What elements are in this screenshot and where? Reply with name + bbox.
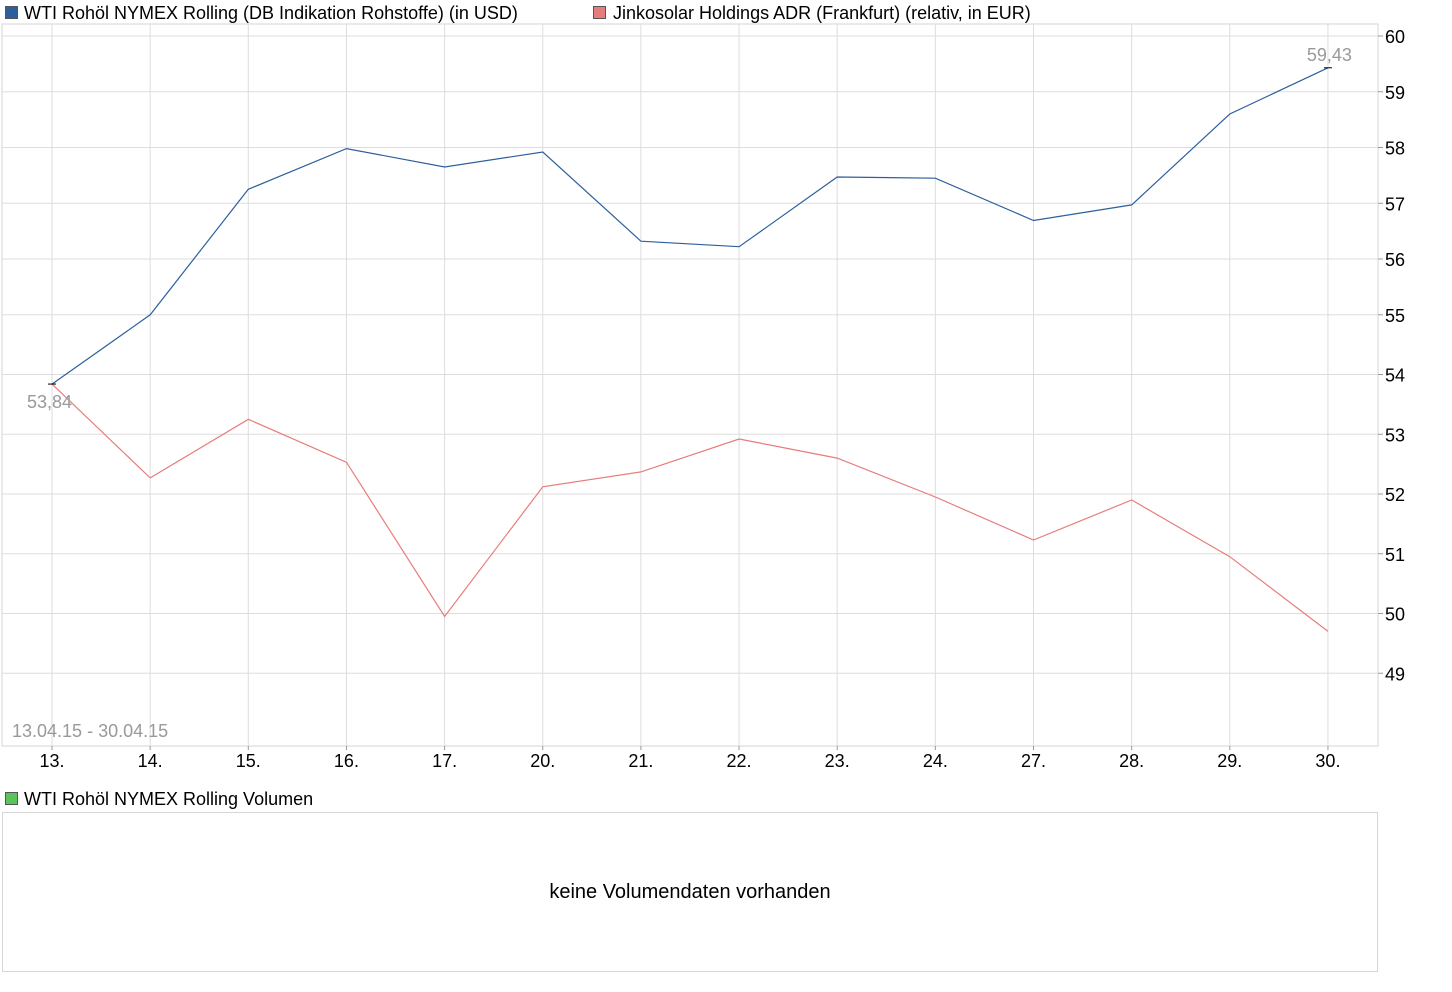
x-tick-label: 29. <box>1217 751 1242 771</box>
volume-chart-area <box>2 812 1378 972</box>
x-tick-label: 23. <box>825 751 850 771</box>
y-tick-label: 50 <box>1385 605 1405 625</box>
volume-empty-message: keine Volumendaten vorhanden <box>549 881 831 903</box>
y-tick-label: 54 <box>1385 366 1405 386</box>
y-tick-label: 52 <box>1385 485 1405 505</box>
y-tick-label: 57 <box>1385 194 1405 214</box>
x-tick-label: 16. <box>334 751 359 771</box>
x-tick-label: 27. <box>1021 751 1046 771</box>
min-value-label: 53,84 <box>27 392 72 412</box>
y-tick-label: 49 <box>1385 664 1405 684</box>
legend-label-wti: WTI Rohöl NYMEX Rolling (DB Indikation R… <box>24 3 518 23</box>
y-tick-label: 58 <box>1385 139 1405 159</box>
y-tick-label: 60 <box>1385 27 1405 47</box>
x-tick-label: 22. <box>727 751 752 771</box>
y-tick-label: 55 <box>1385 306 1405 326</box>
legend-swatch-volume <box>5 792 18 805</box>
x-tick-label: 17. <box>432 751 457 771</box>
volume-chart-title: WTI Rohöl NYMEX Rolling Volumen <box>24 789 314 809</box>
x-tick-label: 30. <box>1315 751 1340 771</box>
y-tick-label: 56 <box>1385 250 1405 270</box>
x-tick-label: 20. <box>530 751 555 771</box>
plot-frame <box>1 23 1379 747</box>
legend-label-jinkosolar: Jinkosolar Holdings ADR (Frankfurt) (rel… <box>613 3 1031 23</box>
max-value-label: 59,43 <box>1307 45 1352 65</box>
x-tick-label: 28. <box>1119 751 1144 771</box>
legend-swatch-jinkosolar <box>593 6 606 19</box>
x-tick-label: 24. <box>923 751 948 771</box>
x-tick-label: 14. <box>138 751 163 771</box>
y-tick-label: 53 <box>1385 425 1405 445</box>
series-line-1 <box>51 67 1329 385</box>
x-tick-label: 21. <box>628 751 653 771</box>
y-tick-label: 51 <box>1385 545 1405 565</box>
x-tick-label: 13. <box>39 751 64 771</box>
x-tick-label: 15. <box>236 751 261 771</box>
price-chart: 49 50 51 52 53 54 55 56 57 58 59 60 13. 14. 15. 16. 17. 2… <box>1 23 1405 771</box>
series-line-2 <box>51 383 1329 632</box>
y-tick-label: 59 <box>1385 83 1405 103</box>
date-range-label: 13.04.15 - 30.04.15 <box>12 721 168 741</box>
legend-swatch-wti <box>5 6 18 19</box>
